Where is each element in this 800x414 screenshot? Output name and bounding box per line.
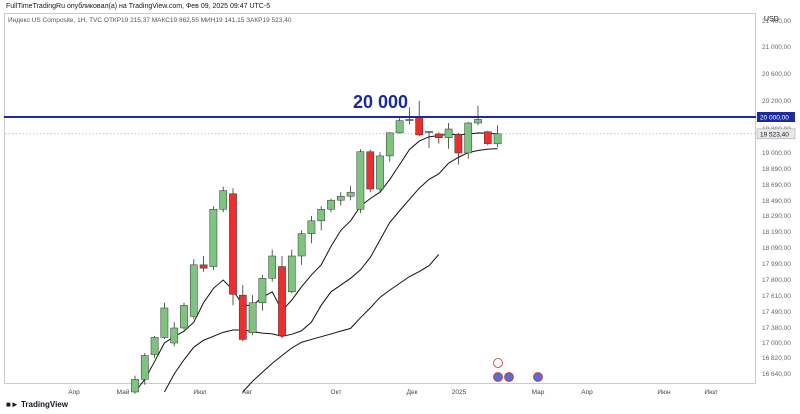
candle-up	[346, 191, 355, 197]
x-tick-label: Июн	[657, 389, 671, 396]
candle-down	[199, 264, 208, 269]
flag-event-icon	[533, 372, 543, 382]
candle-up	[268, 255, 277, 279]
x-tick-label: Окт	[331, 389, 342, 396]
x-tick-label: Июл	[704, 389, 717, 396]
candle-up	[248, 302, 257, 333]
candle-up	[336, 195, 345, 201]
ma-mid-line	[163, 148, 498, 393]
y-tick-label: 17 000,00	[762, 340, 791, 347]
y-tick-label: 19 000,00	[762, 150, 791, 157]
candle-down	[454, 134, 463, 154]
candle-up	[356, 151, 365, 210]
y-tick-label: 20 200,00	[762, 98, 791, 105]
candle-up	[444, 128, 453, 138]
y-tick-label: 16 640,00	[762, 371, 791, 378]
y-tick-label: 18 190,00	[762, 229, 791, 236]
level-annotation: 20 000	[353, 92, 409, 112]
x-tick-label: Дек	[407, 389, 418, 396]
x-tick-label: Мар	[532, 389, 545, 396]
candle-up	[189, 264, 198, 317]
x-tick-label: Апр	[581, 389, 593, 396]
level-axis-label: 20 000,00	[760, 115, 789, 122]
candle-down	[238, 294, 247, 340]
candle-down	[483, 131, 492, 144]
candle-up	[464, 122, 473, 154]
candle-up	[493, 133, 502, 145]
candle-up	[474, 119, 482, 124]
candle-up	[385, 132, 394, 157]
y-tick-label: 18 490,00	[762, 198, 791, 205]
currency-label: USD	[764, 16, 779, 23]
candle-down	[229, 193, 237, 295]
flag-event-icon	[493, 372, 503, 382]
y-tick-label: 16 820,00	[762, 355, 791, 362]
candle-up	[219, 190, 228, 210]
candle-up	[327, 199, 335, 210]
chart-attribution: FullTimeTradingRu опубликовал(а) на Trad…	[6, 3, 271, 10]
candle-down	[434, 133, 443, 138]
candle-up	[160, 307, 169, 338]
candle-down	[366, 151, 375, 190]
y-tick-label: 17 490,00	[762, 309, 791, 316]
level-axis-tag	[757, 112, 795, 122]
y-tick-label: 20 600,00	[762, 71, 791, 78]
y-tick-label: 21 400,00	[762, 18, 791, 25]
candle-up	[258, 278, 267, 303]
candle-up	[376, 155, 384, 190]
y-tick-label: 18 890,00	[762, 166, 791, 173]
candle-up	[180, 305, 188, 329]
y-tick-label: 18 690,00	[762, 182, 791, 189]
y-tick-label: 17 380,00	[762, 325, 791, 332]
last-price-label: 19 523,40	[760, 131, 789, 138]
ma-slow-line	[242, 254, 440, 393]
last-price-tag	[756, 128, 796, 140]
tradingview-icon: ■►	[6, 400, 21, 409]
candle-up	[140, 355, 149, 380]
candle-up	[425, 131, 433, 133]
y-tick-label: 21 000,00	[762, 44, 791, 51]
tradingview-logo[interactable]: ■► TradingView	[6, 400, 68, 409]
y-tick-label: 18 090,00	[762, 245, 791, 252]
x-tick-label: Авг	[242, 389, 253, 396]
candle-up	[395, 120, 404, 134]
y-tick-label: 18 290,00	[762, 213, 791, 220]
y-tick-label: 17 610,00	[762, 293, 791, 300]
y-tick-label: 17 800,00	[762, 277, 791, 284]
x-tick-label: Июл	[193, 389, 206, 396]
candle-down	[415, 116, 424, 136]
candle-down	[278, 266, 286, 337]
x-tick-label: Май	[117, 388, 130, 396]
flag-event-icon	[504, 372, 514, 382]
y-tick-label: 17 990,00	[762, 261, 791, 268]
candle-up	[150, 337, 159, 355]
candle-up	[297, 233, 306, 257]
candle-up	[209, 209, 218, 267]
candle-up	[317, 209, 326, 222]
candle-up	[170, 327, 179, 344]
brand-label: TradingView	[20, 400, 68, 409]
candle-up	[405, 119, 414, 121]
symbol-info: Индекс US Composite, 1Н, TVC ОТКР19 215,…	[8, 17, 292, 24]
candle-up	[287, 255, 296, 293]
x-tick-label: 2025	[452, 389, 467, 396]
earnings-icon	[493, 358, 503, 368]
x-tick-label: Апр	[68, 389, 80, 396]
candle-up	[307, 220, 316, 234]
chart-frame	[4, 13, 756, 384]
candle-up	[131, 379, 139, 393]
